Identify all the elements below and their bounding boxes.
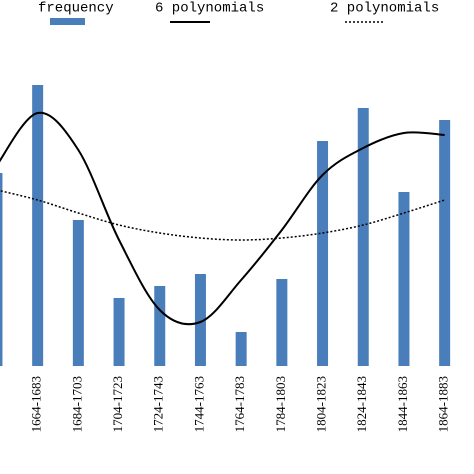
x-tick-label: 1744-1763 (191, 376, 206, 432)
legend-label: frequency (38, 1, 114, 17)
bar (194, 274, 206, 366)
legend-label: 2 polynomials (330, 1, 439, 17)
x-tick-label: 1864-1883 (436, 376, 451, 432)
bar (439, 120, 451, 366)
x-tick-label: 1844-1863 (395, 376, 410, 432)
bar (72, 220, 84, 366)
bar (276, 279, 288, 366)
bar (154, 286, 166, 366)
bar (0, 173, 3, 366)
bar (32, 85, 44, 366)
x-tick-label: 1784-1803 (273, 376, 288, 432)
x-tick-label: 1644-1663 (0, 376, 3, 432)
bar (398, 192, 410, 366)
x-tick-label: 1704-1723 (110, 376, 125, 432)
bar (113, 298, 125, 366)
x-tick-label: 1824-1843 (354, 376, 369, 432)
x-tick-label: 1684-1703 (69, 376, 84, 432)
x-tick-label: 1724-1743 (151, 376, 166, 432)
line (0, 111, 445, 326)
legend-label: 6 polynomials (155, 1, 264, 17)
x-tick-label: 1664-1683 (29, 376, 44, 432)
bar (317, 141, 329, 366)
legend-swatch (50, 18, 85, 25)
x-tick-label: 1804-1823 (314, 376, 329, 432)
bar (357, 108, 369, 366)
bar (235, 332, 247, 366)
line (0, 189, 445, 241)
x-tick-label: 1764-1783 (232, 376, 247, 432)
